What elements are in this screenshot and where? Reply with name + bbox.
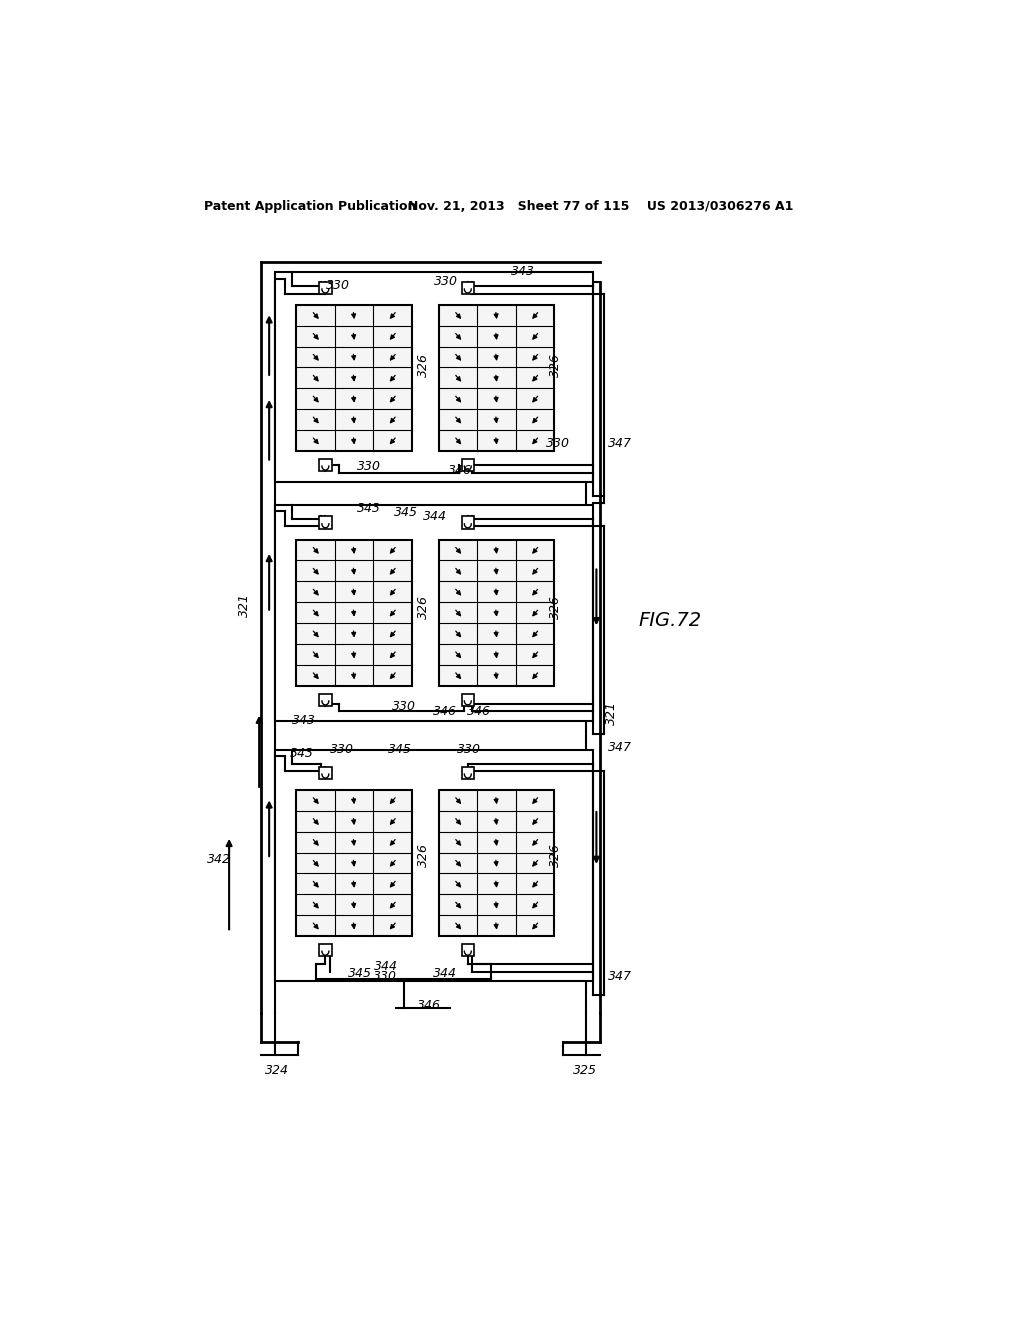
Text: 321: 321	[605, 701, 618, 725]
Bar	[462, 944, 474, 956]
Text: 326: 326	[417, 594, 430, 619]
Text: Patent Application Publication: Patent Application Publication	[204, 199, 416, 213]
Text: 330: 330	[434, 275, 459, 288]
Bar	[296, 540, 412, 686]
Bar	[462, 516, 474, 529]
Text: 326: 326	[417, 843, 430, 867]
Text: 326: 326	[549, 594, 562, 619]
Text: 326: 326	[417, 352, 430, 376]
Text: 344: 344	[374, 961, 398, 973]
Text: 343: 343	[290, 747, 314, 760]
Text: 330: 330	[357, 459, 381, 473]
Text: FIG.72: FIG.72	[638, 611, 701, 630]
Text: 345: 345	[348, 966, 372, 979]
Text: 330: 330	[331, 743, 354, 756]
Text: 330: 330	[373, 970, 396, 983]
Bar	[438, 540, 554, 686]
Bar	[319, 767, 332, 779]
Text: 346: 346	[449, 463, 472, 477]
Text: 347: 347	[608, 741, 632, 754]
Bar	[462, 767, 474, 779]
Text: 325: 325	[572, 1064, 597, 1077]
Bar	[275, 272, 593, 482]
Text: 330: 330	[546, 437, 570, 450]
Bar	[275, 750, 593, 981]
Bar	[296, 789, 412, 936]
Text: 344: 344	[433, 966, 457, 979]
Text: 344: 344	[423, 510, 446, 523]
Text: 326: 326	[549, 843, 562, 867]
Bar	[319, 459, 332, 471]
Text: 321: 321	[238, 593, 251, 616]
Bar	[462, 459, 474, 471]
Bar	[319, 281, 332, 294]
Bar	[462, 281, 474, 294]
Text: 347: 347	[608, 437, 632, 450]
Text: 343: 343	[292, 714, 315, 727]
Bar	[438, 789, 554, 936]
Text: 345: 345	[394, 506, 418, 519]
Bar	[319, 944, 332, 956]
Text: 330: 330	[392, 700, 416, 713]
Text: 346: 346	[418, 999, 441, 1012]
Bar	[438, 305, 554, 451]
Text: 345: 345	[388, 743, 412, 756]
Text: 346: 346	[467, 705, 490, 718]
Bar	[319, 516, 332, 529]
Bar	[275, 506, 593, 721]
Text: 342: 342	[207, 853, 231, 866]
Bar	[296, 305, 412, 451]
Text: 343: 343	[511, 265, 536, 279]
Text: 324: 324	[265, 1064, 289, 1077]
Text: 343: 343	[357, 502, 381, 515]
Text: 347: 347	[608, 970, 632, 982]
Text: Nov. 21, 2013   Sheet 77 of 115    US 2013/0306276 A1: Nov. 21, 2013 Sheet 77 of 115 US 2013/03…	[408, 199, 794, 213]
Text: 330: 330	[327, 279, 350, 292]
Text: 326: 326	[549, 352, 562, 376]
Bar	[319, 693, 332, 706]
Bar	[462, 693, 474, 706]
Text: 346: 346	[433, 705, 457, 718]
Text: 330: 330	[458, 743, 481, 756]
